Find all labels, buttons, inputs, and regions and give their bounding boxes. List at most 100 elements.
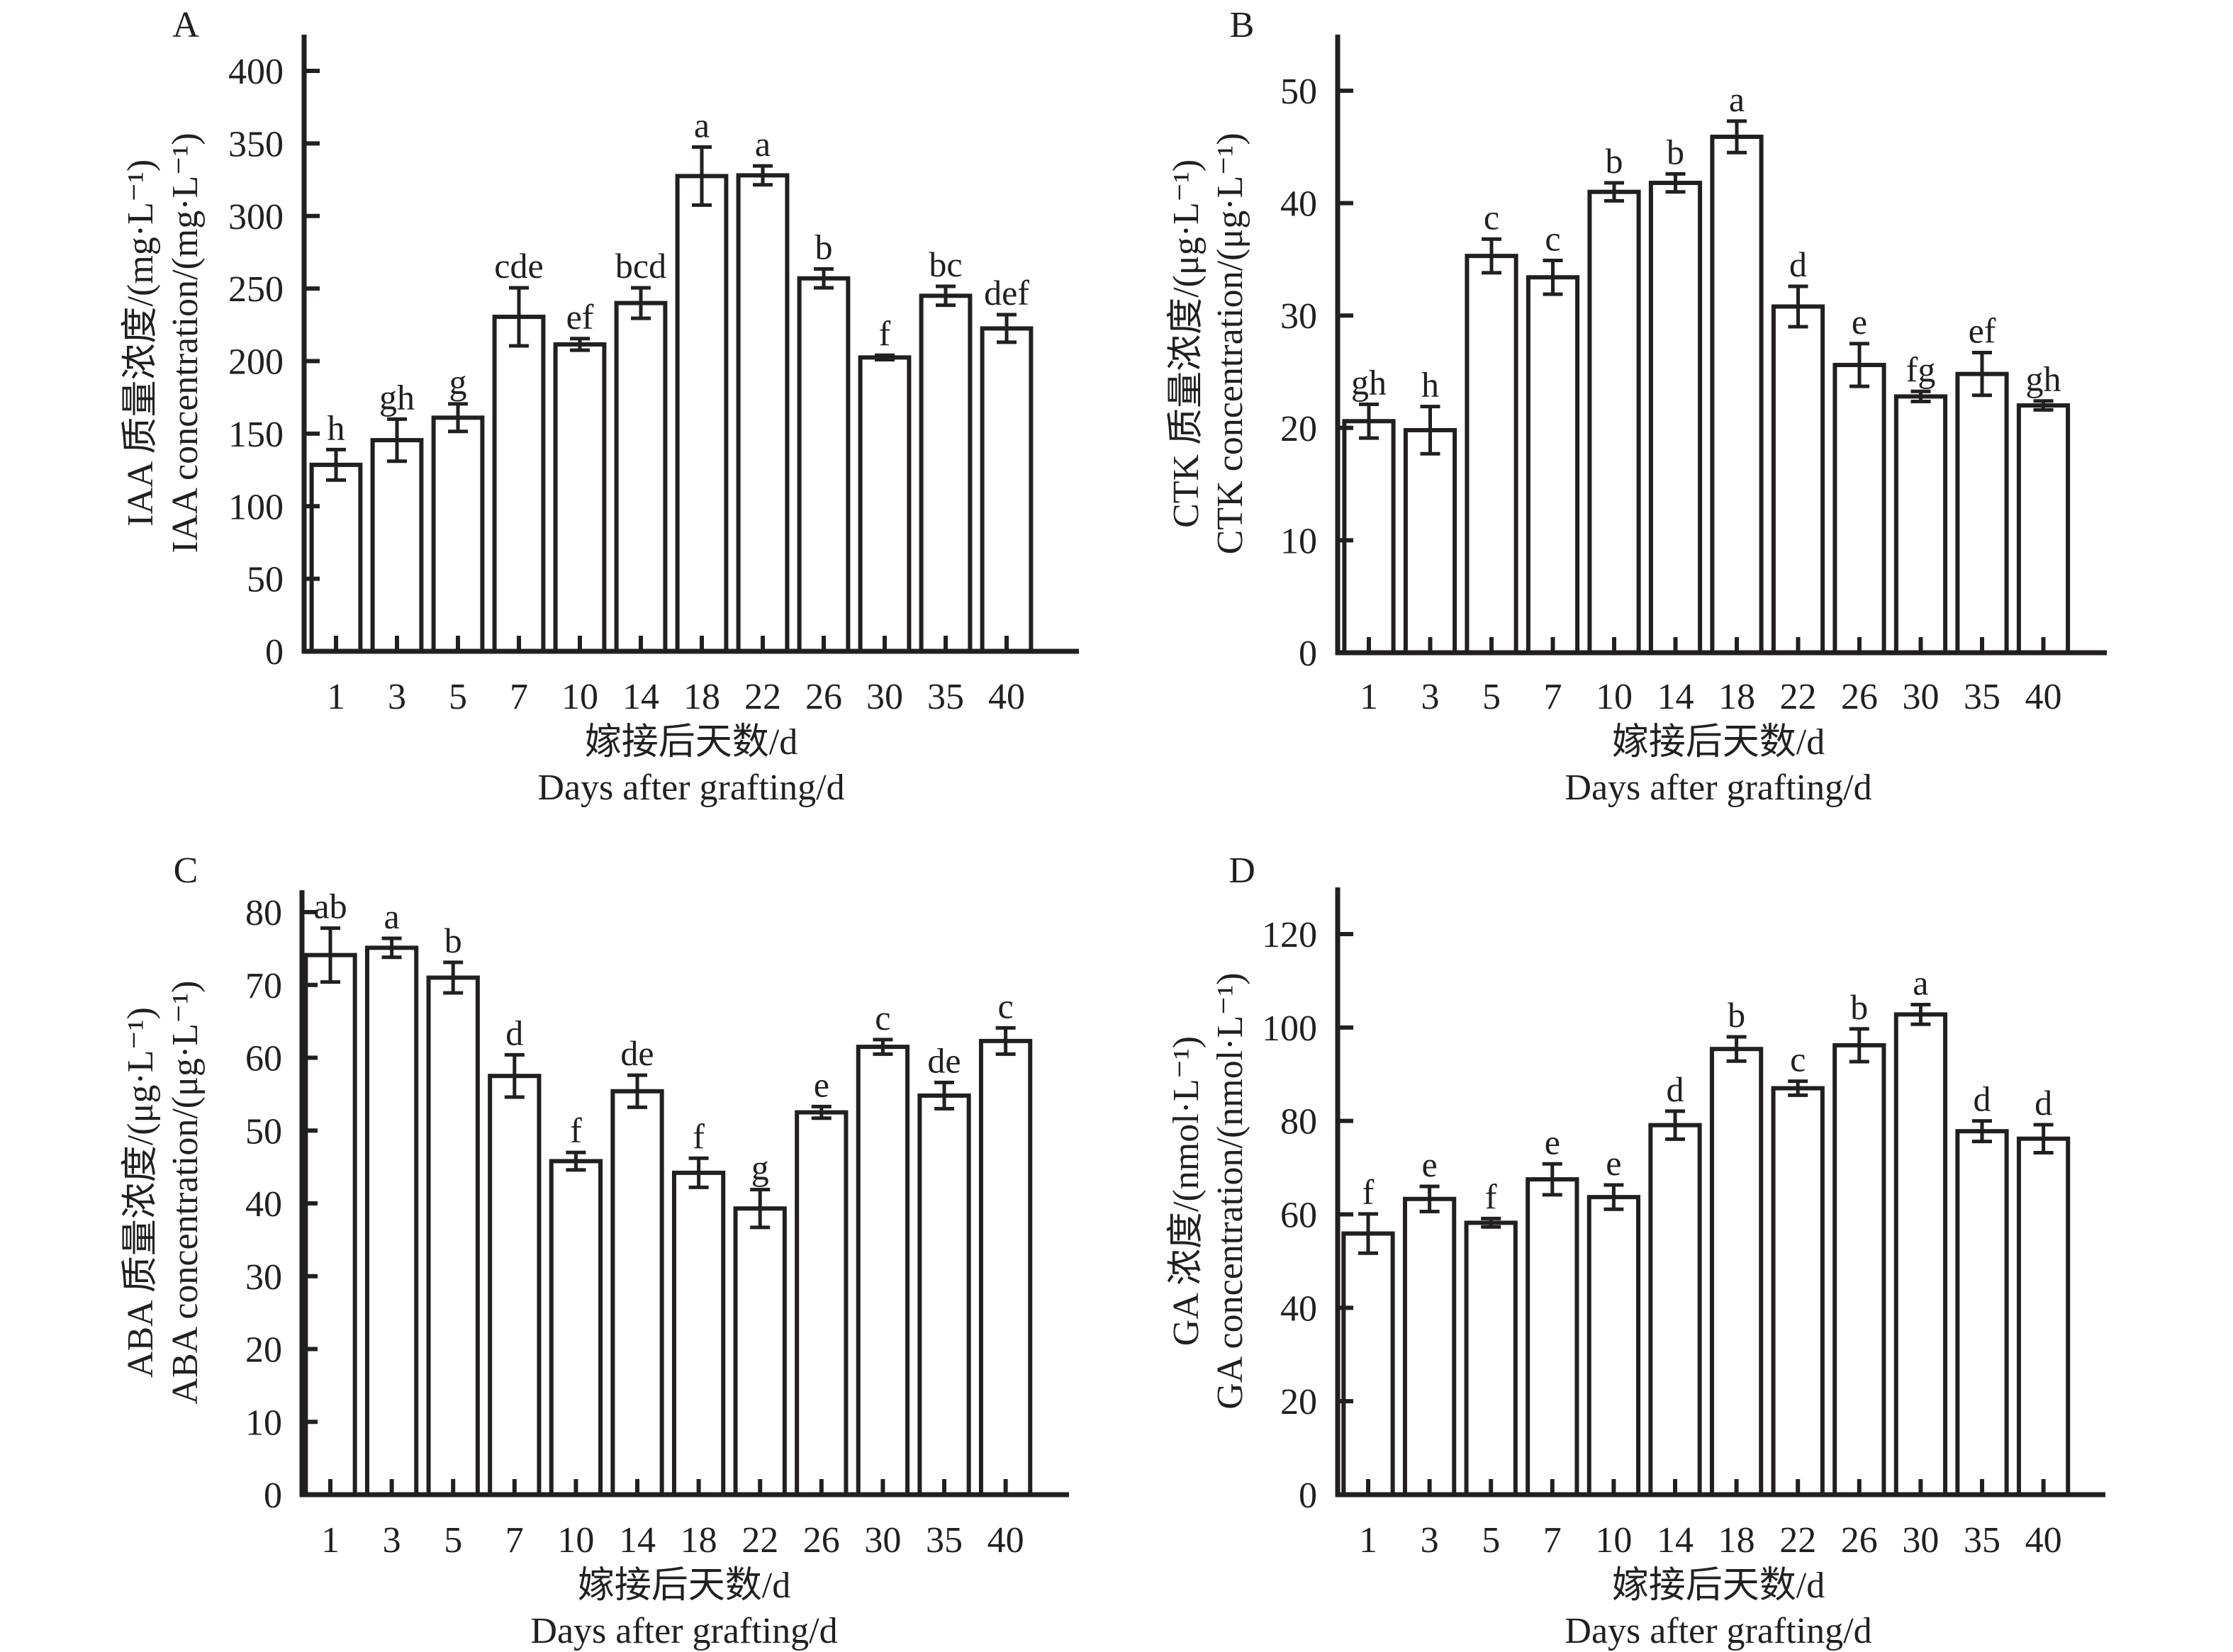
bar xyxy=(1710,135,1764,655)
significance-label: b xyxy=(1850,987,1868,1027)
bar xyxy=(610,1089,664,1497)
significance-label: f xyxy=(1485,1176,1497,1216)
bar xyxy=(1771,1086,1825,1497)
x-tick-label: 10 xyxy=(557,1520,594,1561)
x-axis-title-cn: 嫁接后天数/d xyxy=(585,722,798,763)
x-tick-label: 18 xyxy=(681,1520,717,1561)
significance-label: e xyxy=(814,1064,829,1104)
x-tick-label: 7 xyxy=(505,1520,524,1561)
y-tick-label: 250 xyxy=(228,269,284,310)
y-axis-title-cn: GA 浓度/(nmol·L⁻¹) xyxy=(1166,1036,1207,1346)
y-tick-label: 10 xyxy=(245,1403,282,1443)
significance-label: a xyxy=(384,897,399,936)
significance-label: gh xyxy=(379,377,415,417)
panel-label: A xyxy=(172,5,199,45)
bar xyxy=(1955,371,2009,655)
significance-label: a xyxy=(694,105,710,145)
y-axis-title-en: CTK concentration/(μg·L⁻¹) xyxy=(1210,133,1250,554)
significance-label: g xyxy=(751,1147,769,1187)
x-tick-label: 1 xyxy=(1359,1520,1377,1561)
bar xyxy=(1648,1123,1702,1497)
x-tick-label: 30 xyxy=(1903,677,1940,717)
significance-label: de xyxy=(927,1040,961,1080)
significance-label: b xyxy=(1606,141,1623,181)
x-tick-label: 14 xyxy=(1657,1520,1694,1561)
significance-label: ab xyxy=(313,887,347,926)
y-tick-label: 20 xyxy=(1280,409,1317,449)
significance-label: b xyxy=(815,227,833,266)
y-tick-label: 100 xyxy=(1262,1008,1317,1049)
y-tick-label: 0 xyxy=(1299,634,1317,674)
bar xyxy=(795,1110,849,1497)
bar xyxy=(1955,1129,2009,1497)
bar xyxy=(1709,1047,1764,1497)
bar xyxy=(978,1038,1033,1498)
x-axis-title-en: Days after grafting/d xyxy=(1565,1611,1871,1651)
significance-label: fg xyxy=(1906,349,1936,389)
bar xyxy=(1341,1231,1395,1498)
x-tick-label: 1 xyxy=(321,1520,340,1561)
y-tick-label: 40 xyxy=(1280,184,1317,225)
bar xyxy=(1526,275,1580,655)
y-axis-title-en: IAA concentration/(mg·L⁻¹) xyxy=(165,133,206,553)
significance-label: cde xyxy=(494,246,543,286)
bar xyxy=(1832,362,1886,655)
significance-label: d xyxy=(1789,245,1807,284)
panel-label: B xyxy=(1230,5,1255,45)
significance-label: bc xyxy=(929,245,962,284)
panel-b: Bgh 1 h 3 c 5 c 7 b 10 b 14 a 18 d 22 e 26 fg 30 ef 35 gh 40 0 10… xyxy=(1166,5,2107,808)
significance-label: b xyxy=(444,921,462,960)
bar xyxy=(549,1159,603,1498)
x-tick-label: 10 xyxy=(1596,677,1633,717)
y-axis-title-cn: ABA 质量浓度/(μg·L⁻¹) xyxy=(121,1007,161,1378)
significance-label: c xyxy=(997,986,1013,1026)
bar xyxy=(309,462,363,653)
significance-label: f xyxy=(693,1116,705,1156)
y-tick-label: 60 xyxy=(245,1039,282,1079)
y-tick-label: 80 xyxy=(245,893,282,933)
x-tick-label: 26 xyxy=(803,1520,840,1561)
significance-label: h xyxy=(1421,365,1439,405)
panel-label: C xyxy=(174,850,198,891)
y-tick-label: 350 xyxy=(228,124,284,164)
x-axis-title-en: Days after grafting/d xyxy=(537,768,844,808)
x-tick-label: 40 xyxy=(2025,1520,2062,1561)
bar xyxy=(736,173,790,654)
bar xyxy=(797,276,851,654)
bar xyxy=(1342,419,1396,655)
y-axis-title-en: GA concentration/(nmol·L⁻¹) xyxy=(1210,972,1250,1409)
bar xyxy=(370,438,424,653)
y-tick-label: 300 xyxy=(228,197,284,237)
significance-label: c xyxy=(1545,218,1560,258)
bar xyxy=(1893,394,1948,656)
significance-label: c xyxy=(1484,197,1499,237)
panel-d: Df 1 e 3 f 5 e 7 e 10 d 14 b 18 c 22 b 26 a 30 d 35 d 40 0 20 40 60… xyxy=(1166,850,2105,1651)
bar xyxy=(2016,403,2071,656)
y-tick-label: 30 xyxy=(1280,296,1317,337)
significance-label: a xyxy=(1913,963,1928,1003)
x-tick-label: 1 xyxy=(1360,677,1378,717)
significance-label: b xyxy=(1667,132,1684,172)
x-tick-label: 14 xyxy=(1657,677,1694,717)
x-tick-label: 40 xyxy=(988,677,1025,717)
significance-label: f xyxy=(570,1111,582,1150)
significance-label: e xyxy=(1606,1143,1621,1183)
bar xyxy=(917,1093,971,1498)
x-tick-label: 3 xyxy=(1421,1520,1439,1561)
bar xyxy=(1586,1195,1641,1497)
x-tick-label: 7 xyxy=(510,677,528,717)
x-tick-label: 10 xyxy=(1595,1520,1632,1561)
bar xyxy=(980,326,1034,653)
y-tick-label: 0 xyxy=(1299,1476,1317,1516)
significance-label: c xyxy=(1790,1040,1806,1079)
x-tick-label: 22 xyxy=(744,677,781,717)
y-tick-label: 50 xyxy=(247,560,284,600)
bar xyxy=(488,1074,542,1497)
x-tick-label: 35 xyxy=(926,1520,963,1561)
y-axis-title-en: ABA concentration/(μg·L⁻¹) xyxy=(165,981,206,1405)
significance-label: b xyxy=(1728,995,1745,1035)
significance-label: f xyxy=(1362,1172,1375,1212)
x-tick-label: 3 xyxy=(383,1520,401,1561)
bar xyxy=(856,1045,910,1497)
